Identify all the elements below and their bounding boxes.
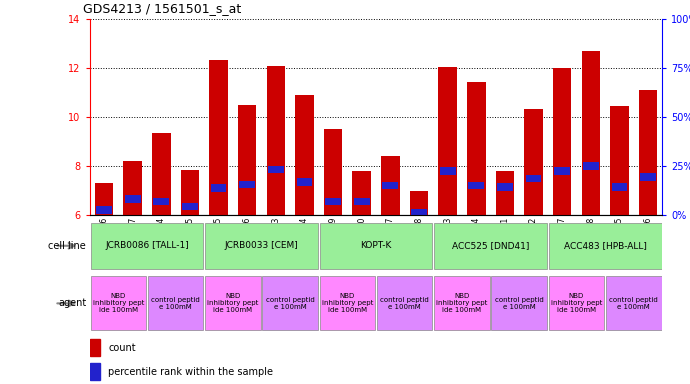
Bar xyxy=(434,223,547,269)
Bar xyxy=(639,90,658,215)
Bar xyxy=(526,175,542,182)
Bar xyxy=(495,171,514,215)
Text: JCRB0086 [TALL-1]: JCRB0086 [TALL-1] xyxy=(105,241,189,250)
Bar xyxy=(181,170,199,215)
Bar xyxy=(205,276,261,330)
Bar xyxy=(606,276,662,330)
Bar xyxy=(209,60,228,215)
Bar xyxy=(324,129,342,215)
Text: GDS4213 / 1561501_s_at: GDS4213 / 1561501_s_at xyxy=(83,2,241,15)
Bar xyxy=(611,183,627,190)
Bar xyxy=(153,198,169,205)
Bar xyxy=(239,181,255,188)
Bar xyxy=(90,339,100,356)
Bar xyxy=(152,133,170,215)
Text: agent: agent xyxy=(58,298,86,308)
Text: control peptid
e 100mM: control peptid e 100mM xyxy=(151,297,200,310)
Bar xyxy=(440,167,455,175)
Bar xyxy=(124,161,142,215)
Text: NBD
inhibitory pept
ide 100mM: NBD inhibitory pept ide 100mM xyxy=(322,293,373,313)
Bar xyxy=(325,198,341,205)
Text: NBD
inhibitory pept
ide 100mM: NBD inhibitory pept ide 100mM xyxy=(551,293,602,313)
Bar xyxy=(582,51,600,215)
Bar xyxy=(268,166,284,174)
Bar xyxy=(319,276,375,330)
Bar xyxy=(549,276,604,330)
Bar xyxy=(319,223,433,269)
Bar xyxy=(354,198,370,205)
Bar xyxy=(524,109,543,215)
Text: ACC483 [HPB-ALL]: ACC483 [HPB-ALL] xyxy=(564,241,647,250)
Bar xyxy=(90,223,204,269)
Bar xyxy=(205,223,318,269)
Bar xyxy=(125,195,141,203)
Bar xyxy=(210,184,226,192)
Bar xyxy=(90,276,146,330)
Bar xyxy=(583,162,599,170)
Bar xyxy=(297,178,313,186)
Text: control peptid
e 100mM: control peptid e 100mM xyxy=(380,297,429,310)
Bar xyxy=(182,203,198,210)
Text: JCRB0033 [CEM]: JCRB0033 [CEM] xyxy=(225,241,298,250)
Bar xyxy=(438,67,457,215)
Text: control peptid
e 100mM: control peptid e 100mM xyxy=(495,297,544,310)
Text: NBD
inhibitory pept
ide 100mM: NBD inhibitory pept ide 100mM xyxy=(436,293,488,313)
Bar xyxy=(549,223,662,269)
Bar xyxy=(95,183,113,215)
Bar xyxy=(238,105,257,215)
Bar xyxy=(353,171,371,215)
Bar xyxy=(434,276,490,330)
Bar xyxy=(377,276,433,330)
Bar xyxy=(381,156,400,215)
Text: control peptid
e 100mM: control peptid e 100mM xyxy=(266,297,315,310)
Bar xyxy=(640,173,656,181)
Text: KOPT-K: KOPT-K xyxy=(360,241,392,250)
Bar xyxy=(410,190,428,215)
Bar xyxy=(90,363,100,380)
Text: percentile rank within the sample: percentile rank within the sample xyxy=(108,367,273,377)
Bar xyxy=(497,183,513,190)
Bar xyxy=(262,276,318,330)
Text: NBD
inhibitory pept
ide 100mM: NBD inhibitory pept ide 100mM xyxy=(207,293,259,313)
Bar xyxy=(295,95,314,215)
Text: ACC525 [DND41]: ACC525 [DND41] xyxy=(452,241,529,250)
Text: NBD
inhibitory pept
ide 100mM: NBD inhibitory pept ide 100mM xyxy=(92,293,144,313)
Text: cell line: cell line xyxy=(48,241,86,251)
Bar xyxy=(266,66,285,215)
Bar xyxy=(610,106,629,215)
Text: count: count xyxy=(108,343,136,353)
Bar xyxy=(411,209,427,216)
Bar xyxy=(491,276,547,330)
Bar xyxy=(382,182,398,189)
Bar xyxy=(553,68,571,215)
Text: control peptid
e 100mM: control peptid e 100mM xyxy=(609,297,658,310)
Bar xyxy=(554,167,570,175)
Bar xyxy=(148,276,204,330)
Bar xyxy=(467,82,486,215)
Bar xyxy=(469,182,484,189)
Bar xyxy=(96,207,112,214)
